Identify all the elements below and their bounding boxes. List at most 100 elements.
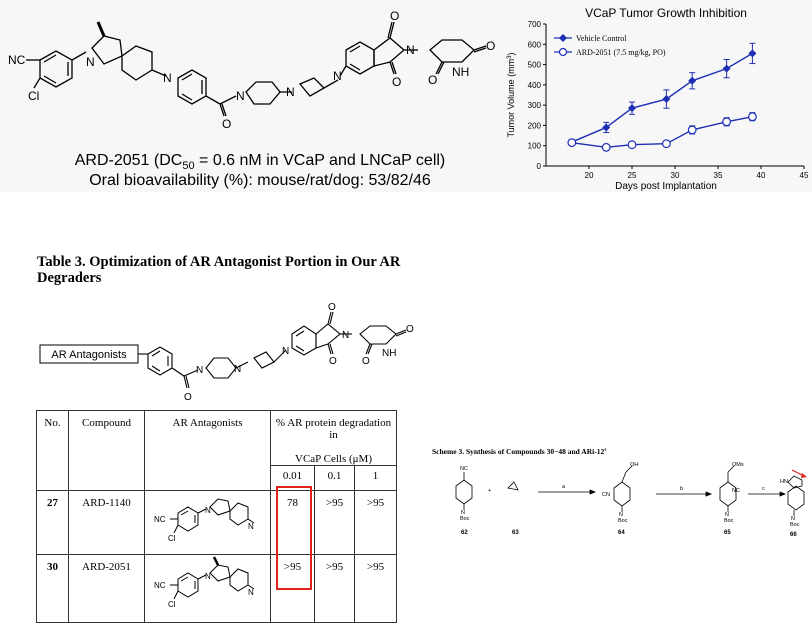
- n-label-scaffold-azetidine: N: [282, 346, 289, 357]
- o-label-scaffold-top: O: [328, 302, 336, 313]
- row-no: 30: [37, 555, 69, 623]
- svg-text:N: N: [205, 572, 211, 581]
- x-axis-label: Days post Implantation: [615, 181, 717, 192]
- chart-legend: Vehicle Control ARD-2051 (7.5 mg/kg, PO): [554, 34, 666, 57]
- svg-text:+: +: [488, 488, 491, 494]
- y-axis-label: Tumor Volume (mm3): [506, 52, 516, 137]
- n-label-scaffold-2: N: [234, 364, 241, 375]
- header-no: No.: [37, 411, 69, 491]
- svg-text:CN: CN: [602, 492, 610, 498]
- compound-63-label: 63: [512, 530, 519, 536]
- row-value-1: >95: [355, 491, 397, 555]
- row-value-1: >95: [355, 555, 397, 623]
- n-label-imide: N: [406, 43, 415, 57]
- x-tick-label: 45: [800, 171, 809, 180]
- table-row: 27 ARD-1140 NC Cl N: [37, 491, 397, 555]
- svg-text:Boc: Boc: [460, 516, 470, 522]
- table3: No. Compound AR Antagonists % AR protein…: [36, 410, 397, 623]
- o-label-imide-top: O: [390, 9, 399, 23]
- n-label-scaffold-1: N: [196, 365, 203, 376]
- data-point: [688, 126, 696, 134]
- data-point: [602, 144, 610, 152]
- row-value-0.1: >95: [315, 491, 355, 555]
- table-row: 30 ARD-2051 NC Cl: [37, 555, 397, 623]
- header-conc-1: 1: [355, 466, 397, 491]
- row-no: 27: [37, 491, 69, 555]
- n-label-piperazine-2: N: [286, 85, 295, 99]
- svg-text:N: N: [205, 506, 211, 515]
- compound-64-label: 64: [618, 530, 625, 536]
- svg-text:N: N: [248, 588, 254, 597]
- compound-caption-line2: Oral bioavailability (%): mouse/rat/dog:…: [10, 172, 510, 190]
- compound-65-label: 65: [724, 530, 731, 536]
- data-point: [723, 65, 731, 73]
- svg-text:OMs: OMs: [732, 462, 744, 468]
- x-tick-label: 30: [671, 171, 680, 180]
- x-tick-label: 40: [757, 171, 766, 180]
- y-tick-label: 400: [528, 81, 542, 90]
- nh-label-glutarimide: NH: [452, 65, 469, 79]
- header-ar-antagonists: AR Antagonists: [145, 411, 271, 491]
- data-point: [723, 118, 731, 126]
- y-tick-label: 700: [528, 20, 542, 29]
- header-conc-0.1: 0.1: [315, 466, 355, 491]
- compound-62-label: 62: [461, 530, 468, 536]
- step-b-label: b: [680, 486, 683, 492]
- svg-text:Cl: Cl: [168, 534, 176, 543]
- compound-66-label: 66: [790, 532, 797, 538]
- o-label-scaffold-bottom: O: [329, 356, 337, 367]
- degrader-scaffold-structure: AR Antagonists O N N N O O N: [36, 300, 416, 408]
- row-structure: NC Cl N N: [145, 491, 271, 555]
- y-tick-label: 600: [528, 40, 542, 49]
- n-label-azetidine: N: [333, 69, 342, 83]
- step-a-label: a: [562, 484, 566, 490]
- o-label-imide-bottom: O: [392, 75, 401, 89]
- row-structure: NC Cl N N: [145, 555, 271, 623]
- x-tick-label: 35: [714, 171, 723, 180]
- y-tick-label: 200: [528, 121, 542, 130]
- ar-antagonists-box-label: AR Antagonists: [51, 349, 127, 361]
- n-label-pyrrolidine: N: [86, 55, 95, 69]
- row-compound: ARD-2051: [69, 555, 145, 623]
- svg-text:HN: HN: [780, 479, 788, 485]
- row-compound: ARD-1140: [69, 491, 145, 555]
- compound-caption-line1: ARD-2051 (DC50 = 0.6 nM in VCaP and LNCa…: [10, 152, 510, 172]
- header-compound: Compound: [69, 411, 145, 491]
- y-tick-label: 300: [528, 101, 542, 110]
- n-label-piperidine: N: [163, 71, 172, 85]
- svg-text:NC: NC: [154, 515, 166, 524]
- svg-text:OH: OH: [630, 462, 638, 468]
- cl-label: Cl: [28, 89, 39, 103]
- header-degradation: % AR protein degradation in VCaP Cells (…: [271, 411, 397, 466]
- o-label-scaffold-glut: O: [362, 356, 370, 367]
- svg-text:NC: NC: [154, 581, 166, 590]
- scheme3-reaction: NC N Boc 62 + 63 a CN OH N Boc 64 b OMs …: [430, 458, 810, 542]
- y-tick-label: 500: [528, 61, 542, 70]
- table3-title: Table 3. Optimization of AR Antagonist P…: [37, 254, 407, 286]
- legend-label-ard: ARD-2051 (7.5 mg/kg, PO): [576, 48, 666, 57]
- o-label-amide: O: [222, 117, 231, 131]
- row-value-0.1: >95: [315, 555, 355, 623]
- y-tick-label: 0: [537, 162, 542, 171]
- ard-2051-antagonist-structure: NC Cl N N: [148, 555, 268, 617]
- ard-1140-antagonist-structure: NC Cl N N: [148, 491, 268, 551]
- step-c-label: c: [762, 486, 765, 492]
- n-label-scaffold-imide: N: [342, 330, 349, 341]
- y-tick-label: 100: [528, 142, 542, 151]
- svg-text:Boc: Boc: [724, 518, 734, 524]
- svg-text:NC: NC: [460, 466, 468, 472]
- svg-text:N: N: [248, 522, 254, 531]
- x-tick-label: 25: [628, 171, 637, 180]
- tumor-growth-chart: VCaP Tumor Growth Inhibition 01002003004…: [500, 0, 812, 192]
- nc-label: NC: [8, 53, 26, 67]
- scheme3-title: Scheme 3. Synthesis of Compounds 30−48 a…: [432, 447, 606, 456]
- legend-label-vehicle: Vehicle Control: [576, 34, 627, 43]
- svg-text:Cl: Cl: [168, 600, 176, 609]
- data-point: [628, 141, 636, 149]
- svg-text:Boc: Boc: [618, 518, 628, 524]
- o-label-glutarimide-2: O: [486, 39, 495, 53]
- svg-text:Boc: Boc: [790, 522, 800, 528]
- svg-text:NC: NC: [732, 488, 740, 494]
- o-label-scaffold-glut2: O: [406, 324, 414, 335]
- data-point: [663, 140, 671, 148]
